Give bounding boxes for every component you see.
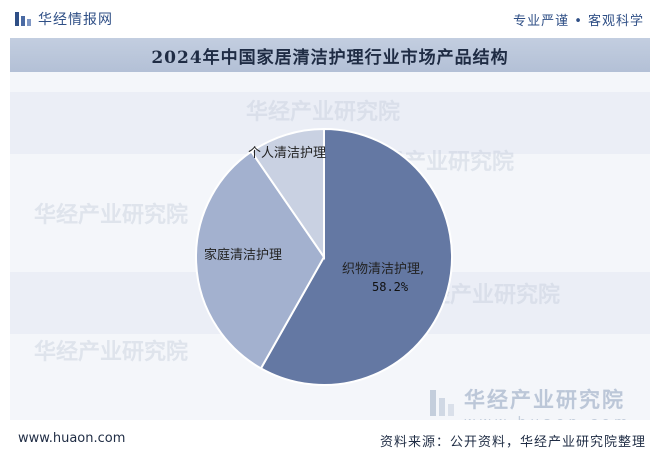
top-bar: 华经情报网 专业严谨 • 客观科学: [0, 0, 660, 38]
pie-slice-home-care: [195, 150, 326, 370]
logo-watermark-icon: [430, 390, 454, 416]
slogan: 专业严谨 • 客观科学: [513, 14, 644, 29]
brand-name: 华经情报网: [38, 12, 113, 28]
title-banner: 2024年中国家居清洁护理行业市场产品结构: [10, 38, 650, 72]
footer-url-link[interactable]: www.huaon.com: [18, 431, 126, 446]
slice-label-fabric-care: 织物清洁护理,: [342, 262, 425, 277]
pie-slice-fabric-care: [259, 127, 453, 386]
logo-watermark-name: 华经产业研究院: [464, 388, 625, 412]
pie-chart: [195, 127, 453, 386]
chart-area: 华经产业研究院 华经产业研究院 华经产业研究院 华经产业研究院 华经产业研究院 …: [10, 72, 650, 431]
slice-value-fabric-care: 58.2%: [372, 280, 409, 294]
footer: www.huaon.com 资料来源：公开资料，华经产业研究院整理: [0, 420, 660, 458]
brand[interactable]: 华经情报网: [14, 8, 113, 30]
slice-label-personal-care: 个人清洁护理: [248, 146, 327, 161]
watermark-text: 华经产业研究院: [34, 203, 189, 228]
slice-label-home-care: 家庭清洁护理: [204, 248, 283, 263]
footer-source-note: 资料来源：公开资料，华经产业研究院整理: [379, 435, 646, 450]
pie-slice-personal-care: [249, 127, 325, 261]
watermark-text: 华经产业研究院: [246, 100, 401, 125]
brand-logo-icon: [15, 12, 31, 26]
watermark-text: 华经产业研究院: [34, 340, 189, 365]
chart-title: 2024年中国家居清洁护理行业市场产品结构: [151, 47, 509, 68]
